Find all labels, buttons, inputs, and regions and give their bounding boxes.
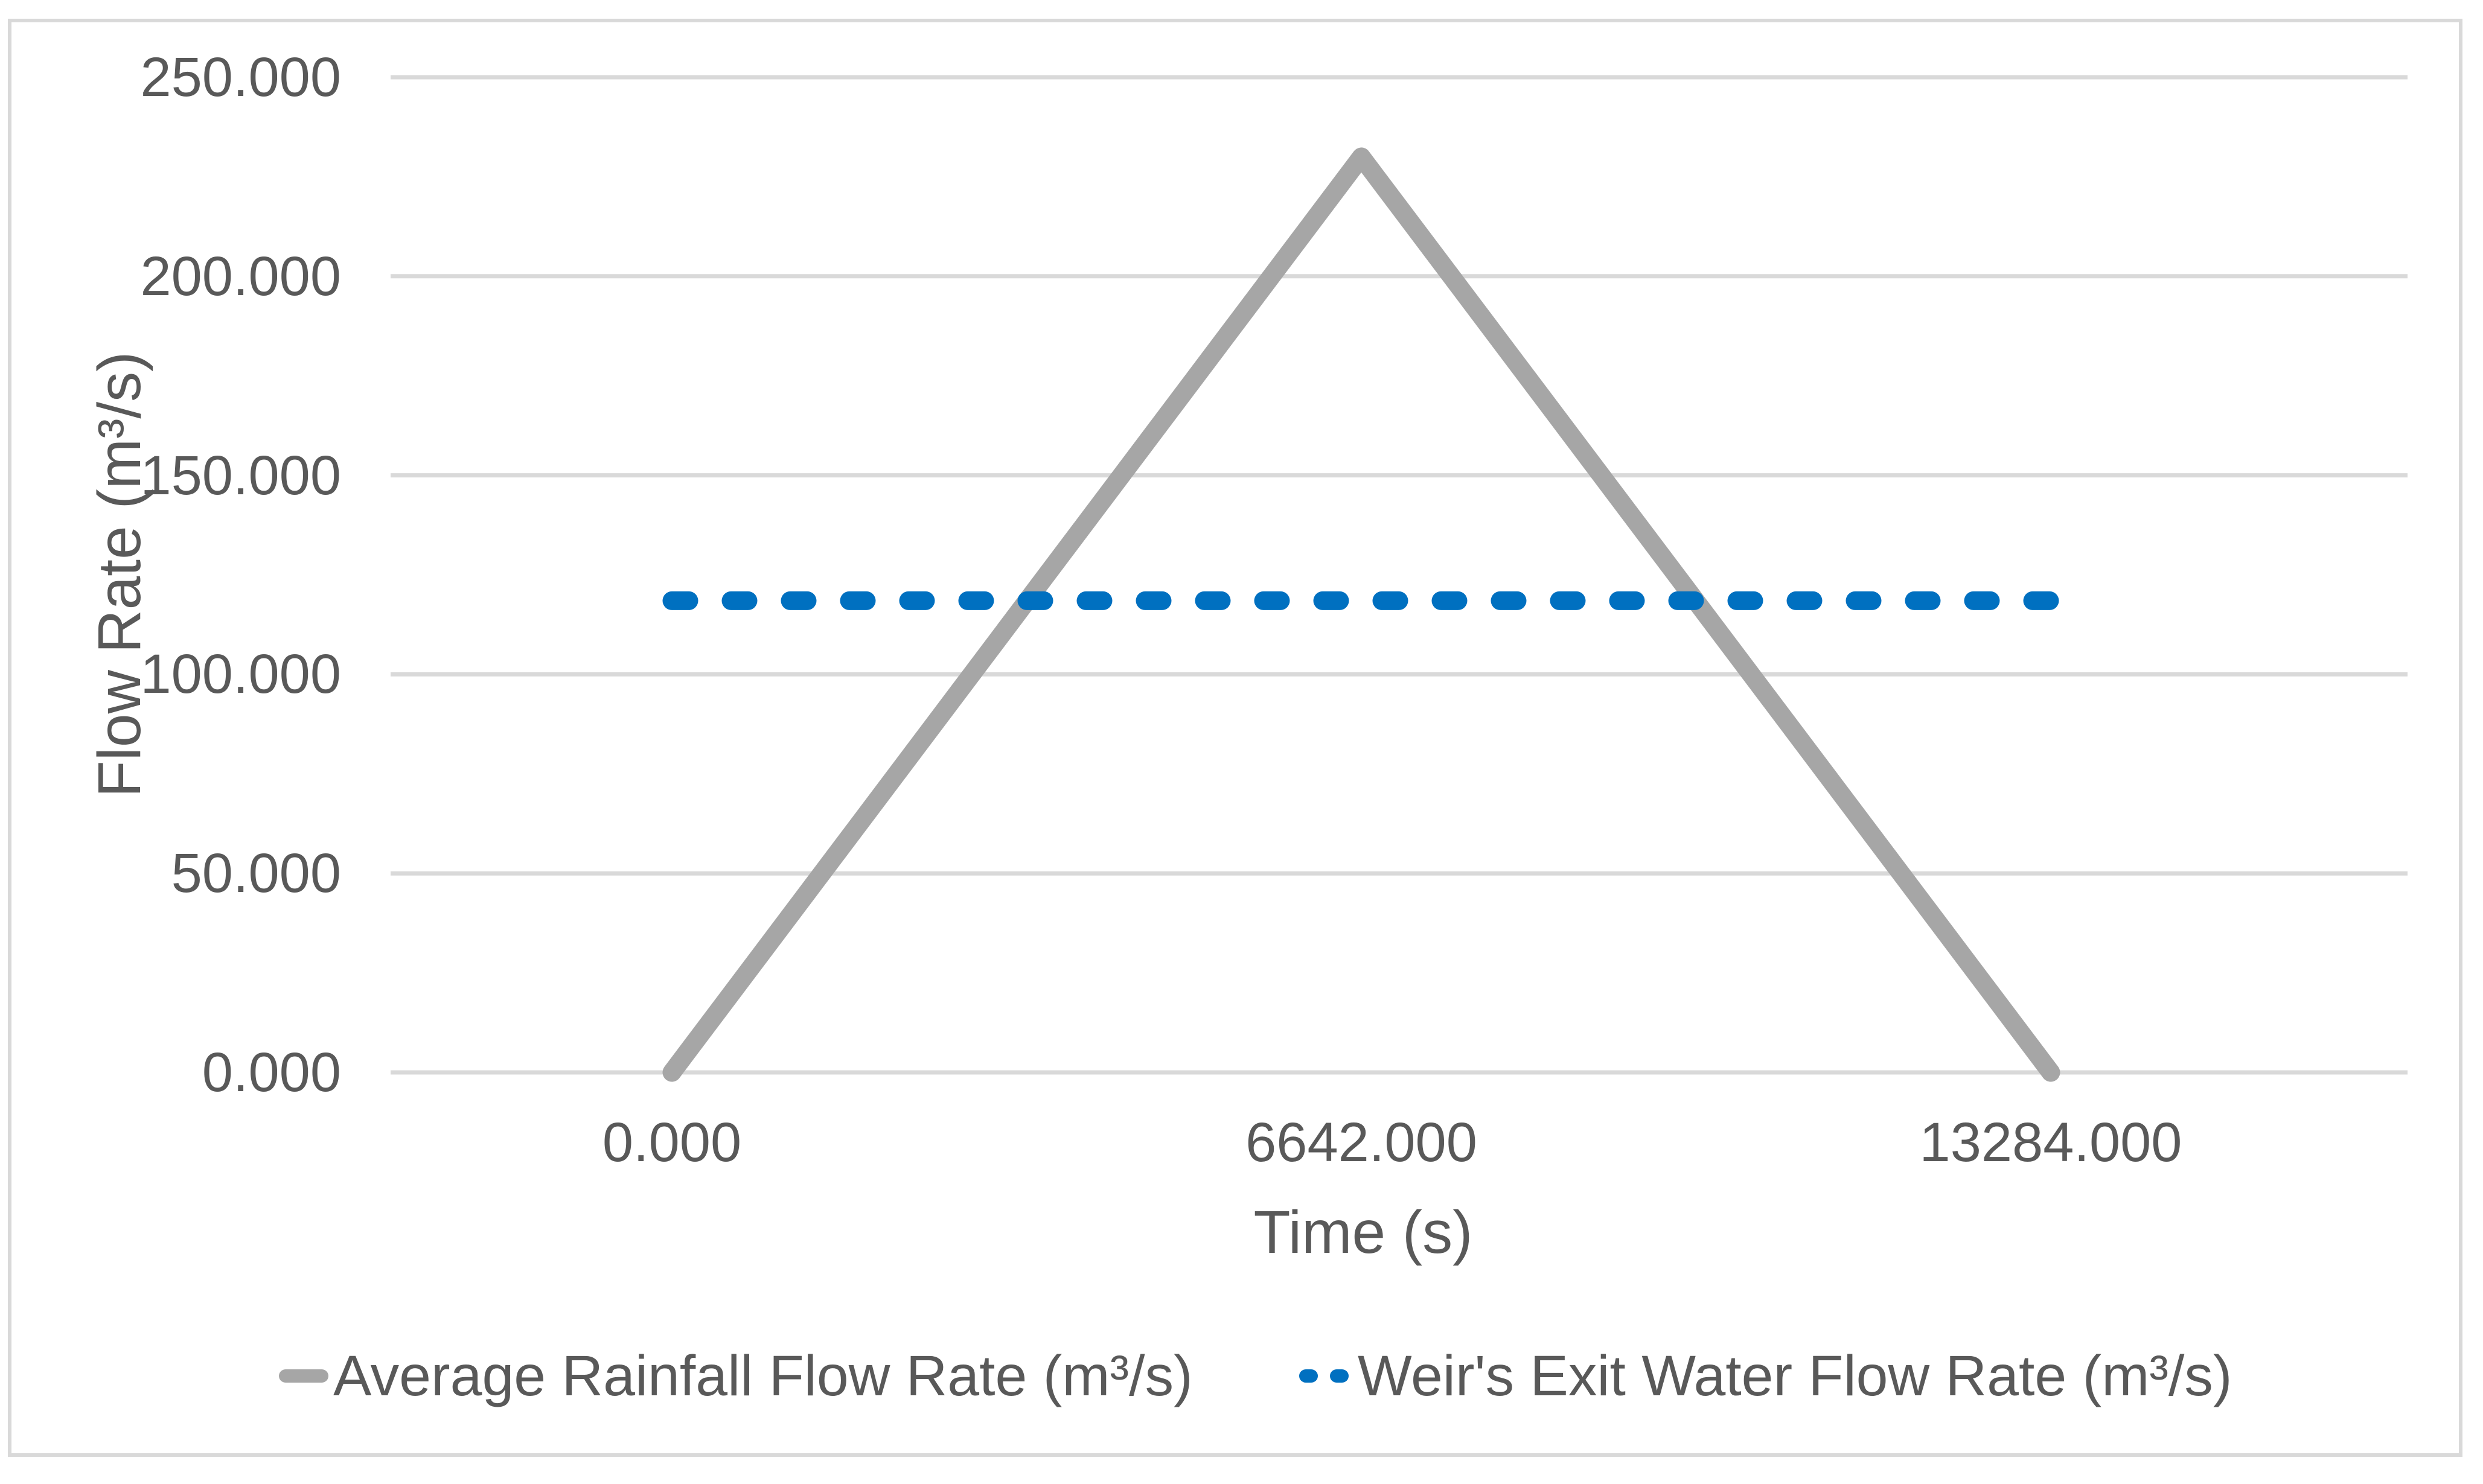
y-axis-title: Flow Rate (m³/s) [86, 351, 153, 798]
x-tick-label: 0.000 [602, 1112, 742, 1173]
y-tick-label: 100.000 [140, 643, 341, 705]
legend-dash-segment [1330, 1369, 1349, 1383]
legend-label-average-rainfall: Average Rainfall Flow Rate (m³/s) [333, 1344, 1193, 1408]
chart-frame-border [8, 19, 2462, 1457]
legend-dash-segment [1299, 1369, 1318, 1383]
x-tick-label: 6642.000 [1245, 1112, 1477, 1173]
series-lines [662, 147, 2060, 1082]
legend-label-weir-exit: Weir's Exit Water Flow Rate (m³/s) [1358, 1344, 2232, 1408]
y-tick-label: 150.000 [140, 444, 341, 506]
x-axis-title: Time (s) [1253, 1199, 1473, 1266]
legend-solid-line-swatch [279, 1369, 328, 1383]
y-tick-label: 250.000 [140, 46, 341, 108]
y-tick-label: 200.000 [140, 245, 341, 307]
legend-dashed-line-swatch [1299, 1369, 1349, 1383]
y-tick-label: 0.000 [202, 1042, 341, 1103]
legend-item-average-rainfall: Average Rainfall Flow Rate (m³/s) [279, 1340, 1193, 1412]
x-tick-label: 13284.000 [1919, 1112, 2182, 1173]
horizontal-gridlines [391, 75, 2408, 1075]
y-tick-label: 50.000 [171, 842, 341, 905]
series-line-0 [662, 147, 2060, 1082]
legend-item-weir-exit: Weir's Exit Water Flow Rate (m³/s) [1299, 1340, 2232, 1412]
